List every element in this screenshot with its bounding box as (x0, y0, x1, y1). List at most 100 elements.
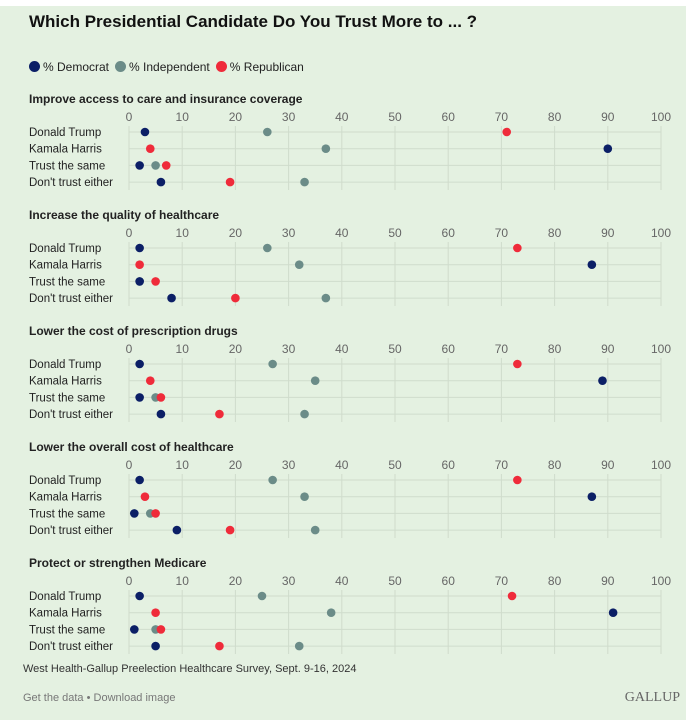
dot-republican (513, 243, 522, 253)
row-label: Trust the same (29, 508, 105, 520)
chart-title: Which Presidential Candidate Do You Trus… (29, 12, 478, 31)
tick-label: 60 (442, 226, 456, 240)
tick-label: 40 (335, 574, 349, 588)
tick-label: 90 (601, 110, 615, 124)
tick-label: 80 (548, 226, 562, 240)
tick-label: 30 (282, 574, 296, 588)
row-label: Kamala Harris (29, 144, 102, 156)
dot-independent (300, 409, 309, 419)
row-label: Kamala Harris (29, 492, 102, 504)
row-label: Don't trust either (29, 525, 113, 537)
row-label: Kamala Harris (29, 260, 102, 272)
dot-democrat (140, 127, 150, 137)
row-label: Donald Trump (29, 127, 101, 139)
dot-independent (294, 641, 304, 651)
dot-democrat (135, 161, 144, 170)
gallup-logo: GALLUP (624, 690, 680, 705)
dot-republican (225, 525, 235, 535)
row-label: Trust the same (29, 276, 105, 288)
tick-label: 10 (176, 458, 190, 472)
tick-label: 40 (335, 342, 349, 356)
legend-republican: % Republican (215, 60, 304, 74)
tick-label: 30 (282, 226, 296, 240)
tick-label: 50 (388, 342, 402, 356)
tick-label: 20 (229, 110, 243, 124)
tick-label: 90 (601, 574, 615, 588)
panel-title: Increase the quality of healthcare (29, 208, 219, 222)
source-note: West Health-Gallup Preelection Healthcar… (23, 663, 357, 675)
tick-label: 30 (282, 110, 296, 124)
dot-democrat (135, 277, 144, 286)
tick-label: 60 (442, 342, 456, 356)
tick-label: 30 (282, 458, 296, 472)
tick-label: 90 (601, 342, 615, 356)
dot-democrat (172, 525, 182, 535)
legend-democrat: % Democrat (29, 60, 109, 74)
dot-independent (263, 127, 272, 137)
dot-republican (507, 591, 517, 601)
tick-label: 20 (229, 458, 243, 472)
tick-label: 60 (442, 458, 456, 472)
tick-label: 60 (442, 574, 456, 588)
tick-label: 70 (495, 458, 509, 472)
row-label: Donald Trump (29, 359, 101, 371)
dot-democrat (151, 641, 160, 651)
dot-republican (156, 393, 166, 402)
dot-independent (310, 525, 320, 535)
tick-label: 60 (442, 110, 456, 124)
row-label: Donald Trump (29, 243, 101, 255)
tick-label: 70 (495, 574, 509, 588)
dot-independent (321, 293, 331, 303)
legend-independent: % Independent (115, 60, 210, 74)
dot-republican (151, 277, 160, 286)
tick-label: 0 (126, 574, 133, 588)
legend-dot-democrat (29, 61, 40, 72)
dot-independent (326, 608, 336, 617)
dot-democrat (156, 177, 166, 187)
dot-republican (151, 509, 160, 518)
row-label: Don't trust either (29, 409, 113, 421)
legend-label: % Democrat (43, 60, 110, 74)
dot-republican (145, 144, 155, 153)
dot-independent (294, 260, 304, 270)
dot-democrat (608, 608, 618, 617)
dot-democrat (587, 492, 597, 502)
dot-independent (268, 359, 277, 369)
dot-democrat (135, 243, 144, 253)
row-label: Don't trust either (29, 177, 113, 189)
tick-label: 100 (651, 342, 671, 356)
dot-republican (156, 625, 166, 634)
dot-independent (257, 591, 267, 601)
dot-democrat (130, 509, 139, 518)
dot-independent (263, 243, 272, 253)
dot-democrat (135, 591, 144, 601)
legend: % Democrat % Independent % Republican (29, 60, 304, 74)
dot-democrat (603, 144, 613, 153)
dot-republican (145, 376, 155, 386)
dot-republican (135, 260, 144, 270)
tick-label: 90 (601, 458, 615, 472)
tick-label: 100 (651, 458, 671, 472)
tick-label: 40 (335, 458, 349, 472)
tick-label: 20 (229, 342, 243, 356)
dot-republican (151, 608, 160, 617)
chart-background (0, 6, 686, 720)
tick-label: 40 (335, 110, 349, 124)
row-label: Kamala Harris (29, 376, 102, 388)
tick-label: 80 (548, 574, 562, 588)
tick-label: 80 (548, 110, 562, 124)
tick-label: 100 (651, 226, 671, 240)
tick-label: 0 (126, 110, 133, 124)
legend-dot-independent (115, 61, 127, 72)
panel-title: Improve access to care and insurance cov… (29, 92, 303, 106)
dot-democrat (135, 475, 144, 485)
row-label: Don't trust either (29, 293, 113, 305)
legend-dot-republican (215, 61, 227, 72)
dot-republican (513, 359, 522, 369)
tick-label: 0 (126, 342, 133, 356)
tick-label: 40 (335, 226, 349, 240)
dot-democrat (130, 625, 139, 634)
dot-democrat (156, 409, 166, 419)
data-links[interactable]: Get the data • Download image (23, 692, 176, 704)
